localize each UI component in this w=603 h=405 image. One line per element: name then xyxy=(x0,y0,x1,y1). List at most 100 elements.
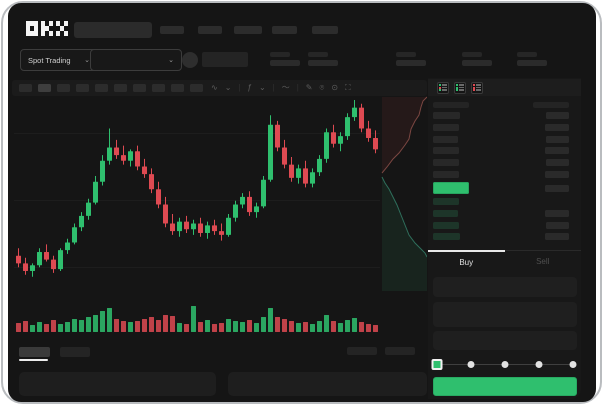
interval-button[interactable] xyxy=(152,84,165,92)
fullscreen-icon[interactable]: ⛶ xyxy=(345,83,351,92)
ticker-stat xyxy=(396,52,430,66)
interval-buttons xyxy=(19,84,203,92)
nav-item[interactable] xyxy=(272,26,297,34)
ticker-stat xyxy=(517,52,551,66)
ask-amount-bar xyxy=(545,124,569,132)
indicator-wave-icon[interactable]: ∿ xyxy=(211,83,218,92)
book-asks-icon[interactable] xyxy=(471,81,483,94)
bid-amount-bar xyxy=(545,210,569,218)
slider-stop[interactable] xyxy=(535,360,543,368)
line-tool-icon[interactable]: 〜 xyxy=(281,83,290,92)
separator: | xyxy=(272,83,275,92)
camera-icon[interactable]: ⌾ xyxy=(319,83,325,92)
slider-stop[interactable] xyxy=(467,360,475,368)
interval-button[interactable] xyxy=(95,84,108,92)
bid-row[interactable] xyxy=(433,219,569,231)
gridline xyxy=(14,200,380,201)
ask-row[interactable] xyxy=(433,168,569,180)
ask-amount-bar xyxy=(546,159,569,167)
logo-glyph xyxy=(56,21,68,36)
ask-row[interactable] xyxy=(433,157,569,169)
volume-bars xyxy=(16,306,378,332)
bid-amount-bar xyxy=(546,221,569,229)
ask-row[interactable] xyxy=(433,122,569,134)
separator: | xyxy=(296,83,299,92)
okx-logo-icon[interactable] xyxy=(26,21,68,36)
bottom-panel xyxy=(228,372,427,396)
gridline xyxy=(14,133,380,134)
bid-price-bar xyxy=(433,221,459,229)
order-amount-field[interactable] xyxy=(433,302,577,327)
chevron-down-icon[interactable]: ⌄ xyxy=(224,83,232,92)
ask-amount-bar xyxy=(545,170,569,178)
ask-row[interactable] xyxy=(433,145,569,157)
nav-item[interactable] xyxy=(312,26,338,34)
order-size-slider[interactable] xyxy=(431,357,577,371)
orderbook-col-header-amount xyxy=(533,102,569,108)
ask-price-bar xyxy=(433,124,459,132)
bid-price-bar xyxy=(433,198,459,206)
token-avatar xyxy=(182,52,198,68)
pair-selector-dropdown[interactable]: ⌄ xyxy=(90,49,182,71)
candlestick-chart-canvas[interactable] xyxy=(14,94,382,292)
tab-sell[interactable]: Sell xyxy=(504,250,581,272)
separator: | xyxy=(238,83,241,92)
bottom-tab-active[interactable] xyxy=(19,347,50,357)
orderbook-bids xyxy=(433,196,569,243)
ask-row[interactable] xyxy=(433,110,569,122)
ask-amount-bar xyxy=(546,135,569,143)
chevron-down-icon: ⌄ xyxy=(84,57,90,64)
slider-stop[interactable] xyxy=(569,360,577,368)
interval-button[interactable] xyxy=(190,84,203,92)
tab-buy-label: Buy xyxy=(459,257,474,267)
gridline xyxy=(14,267,380,268)
function-icon[interactable]: ƒ xyxy=(247,83,252,92)
chevron-down-icon: ⌄ xyxy=(168,57,174,64)
nav-item[interactable] xyxy=(234,26,262,34)
bid-price-bar xyxy=(433,210,458,218)
chevron-down-icon[interactable]: ⌄ xyxy=(258,83,266,92)
bottom-panel xyxy=(19,372,216,396)
tab-buy[interactable]: Buy xyxy=(428,250,505,272)
slider-stop[interactable] xyxy=(501,360,509,368)
bid-row[interactable] xyxy=(433,196,569,208)
bottom-action-button[interactable] xyxy=(385,347,415,355)
last-price-badge[interactable] xyxy=(433,182,469,194)
ask-row[interactable] xyxy=(433,133,569,145)
interval-button[interactable] xyxy=(38,84,51,92)
interval-button[interactable] xyxy=(57,84,70,92)
market-type-dropdown[interactable]: Spot Trading ⌄ xyxy=(20,49,98,71)
order-form-tabs: Buy Sell xyxy=(428,250,581,272)
book-combined-icon[interactable] xyxy=(437,81,449,94)
nav-item[interactable] xyxy=(160,26,184,34)
interval-button[interactable] xyxy=(171,84,184,92)
interval-button[interactable] xyxy=(114,84,127,92)
orderbook-last-price-row[interactable] xyxy=(433,181,569,195)
tab-sell-label: Sell xyxy=(536,257,550,266)
bottom-action-button[interactable] xyxy=(347,347,377,355)
interval-button[interactable] xyxy=(19,84,32,92)
order-total-field[interactable] xyxy=(433,331,577,350)
search-input[interactable] xyxy=(74,22,152,38)
slider-handle[interactable] xyxy=(431,358,443,370)
orderbook-view-toggles xyxy=(428,79,581,96)
logo-glyph xyxy=(26,21,38,36)
book-bids-icon[interactable] xyxy=(454,81,466,94)
settings-icon[interactable]: ⊙ xyxy=(331,83,339,92)
ticker-stat xyxy=(270,52,304,66)
nav-item[interactable] xyxy=(198,26,222,34)
bid-row[interactable] xyxy=(433,231,569,243)
interval-button[interactable] xyxy=(133,84,146,92)
ask-price-bar xyxy=(433,159,459,167)
orderbook-asks xyxy=(433,110,569,180)
draw-pencil-icon[interactable]: ✎ xyxy=(305,83,313,92)
bottom-tab[interactable] xyxy=(60,347,90,357)
order-price-field[interactable] xyxy=(433,277,577,297)
buy-submit-button[interactable] xyxy=(433,377,577,396)
ticker-stat xyxy=(308,52,342,66)
bid-row[interactable] xyxy=(433,208,569,220)
pair-name-placeholder xyxy=(202,52,248,67)
interval-button[interactable] xyxy=(76,84,89,92)
logo-glyph xyxy=(41,21,53,36)
